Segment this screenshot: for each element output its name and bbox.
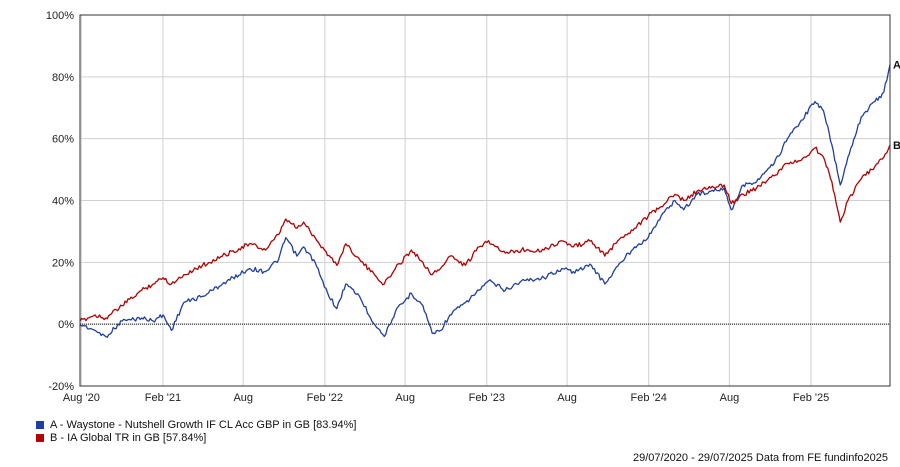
- x-tick-label: Aug: [557, 392, 577, 404]
- y-tick-label: 100%: [46, 10, 74, 22]
- y-tick-label: 40%: [52, 196, 74, 208]
- y-axis-tick-labels: 100% 80% 60% 40% 20% 0% -20%: [46, 10, 74, 393]
- legend-item-a: A - Waystone - Nutshell Growth IF CL Acc…: [36, 418, 357, 431]
- end-label-a: A: [893, 59, 900, 71]
- y-tick-label: 60%: [52, 134, 74, 146]
- series-lines: [79, 64, 891, 338]
- end-label-b: B: [893, 140, 900, 152]
- x-tick-label: Feb '23: [469, 392, 505, 404]
- legend-swatch-a: [36, 420, 44, 429]
- legend-item-b: B - IA Global TR in GB [57.84%]: [36, 431, 357, 444]
- legend-label-a: A - Waystone - Nutshell Growth IF CL Acc…: [50, 418, 357, 431]
- y-tick-label: -20%: [48, 381, 74, 393]
- x-tick-label: Aug '20: [63, 392, 100, 404]
- series-line-a: [79, 64, 891, 338]
- x-tick-label: Aug: [720, 392, 740, 404]
- y-tick-label: 0%: [58, 319, 74, 331]
- x-tick-label: Feb '21: [145, 392, 181, 404]
- plot-frame: [79, 14, 891, 387]
- y-tick-label: 80%: [52, 72, 74, 84]
- x-tick-label: Feb '22: [307, 392, 343, 404]
- legend-label-b: B - IA Global TR in GB [57.84%]: [50, 431, 207, 444]
- series-end-labels: AB: [893, 59, 900, 151]
- legend-swatch-b: [36, 433, 44, 442]
- legend: A - Waystone - Nutshell Growth IF CL Acc…: [36, 418, 357, 444]
- x-tick-label: Aug: [395, 392, 415, 404]
- horizontal-gridlines: [80, 14, 890, 387]
- x-axis-tick-labels: Aug '20 Feb '21 Aug Feb '22 Aug Feb '23 Aug Feb…: [63, 392, 829, 404]
- x-tick-label: Feb '25: [793, 392, 829, 404]
- y-tick-label: 20%: [52, 257, 74, 269]
- x-tick-label: Feb '24: [631, 392, 667, 404]
- x-tick-label: Aug: [233, 392, 253, 404]
- series-line-b: [79, 144, 891, 322]
- data-source-footer: 29/07/2020 - 29/07/2025 Data from FE fun…: [632, 452, 888, 464]
